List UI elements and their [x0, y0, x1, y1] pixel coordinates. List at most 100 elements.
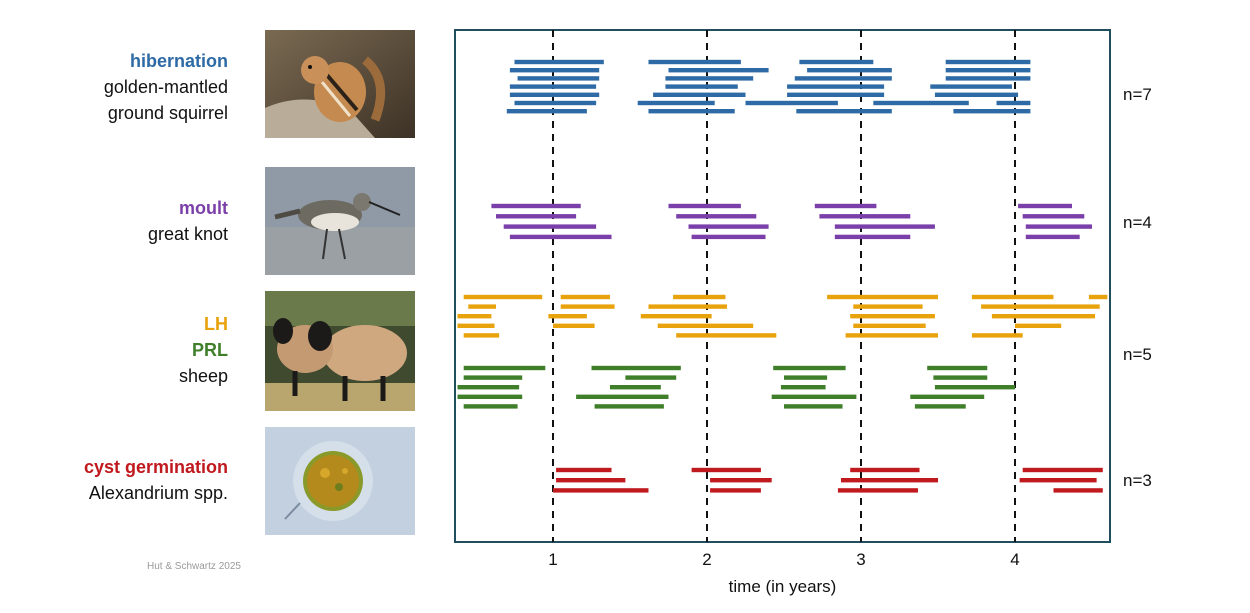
hibernation-interval-bar [648, 109, 735, 114]
hibernation-interval-bar [787, 92, 885, 97]
hibernation-interval-bar [945, 68, 1031, 73]
moult-interval-bar [491, 203, 581, 209]
lh-interval-bar [991, 314, 1096, 319]
lh-interval-bar [850, 314, 935, 319]
x-tick-label: 2 [702, 550, 711, 569]
prl-interval-bar [457, 385, 520, 390]
cyst-germination-interval-bar [850, 467, 920, 473]
prl-interval-bar [591, 365, 681, 371]
hibernation-interval-bar [945, 59, 1031, 65]
species-label: Alexandrium spp. [88, 483, 228, 503]
moult-interval-bar [834, 224, 935, 229]
sheep-photo [265, 291, 415, 411]
cyst-germination-interval-bar [1019, 478, 1097, 483]
moult-interval-bar [509, 234, 612, 240]
prl-interval-bar [576, 394, 669, 399]
moult-interval-bar [688, 224, 769, 229]
lh-interval-bar [457, 314, 492, 319]
lh-interval-bar [657, 323, 754, 328]
lh-interval-bar [468, 304, 497, 309]
process-label-2: PRL [192, 340, 228, 360]
cyst-germination-interval-bar [691, 467, 761, 473]
cyst-germination-interval-bar [553, 488, 649, 493]
prl-interval-bar [625, 375, 677, 380]
lh-interval-bar [971, 333, 1023, 338]
lh-interval-bar [560, 304, 615, 309]
hibernation-interval-bar [668, 68, 769, 73]
hibernation-interval-bar [996, 100, 1031, 106]
hibernation-interval-bar [930, 84, 1012, 89]
moult-interval-bar [1025, 224, 1092, 229]
hibernation-interval-bar [665, 84, 738, 89]
prl-interval-bar [927, 365, 988, 371]
x-tick-label: 1 [548, 550, 557, 569]
prl-interval-bar [784, 404, 843, 409]
hibernation-interval-bar [807, 68, 892, 73]
prl-interval-bar [609, 385, 661, 390]
lh-interval-bar [457, 323, 495, 328]
n-label-cyst: n=3 [1123, 471, 1152, 490]
lh-interval-bar [1088, 294, 1108, 300]
species-label: great knot [147, 224, 228, 244]
moult-interval-bar [676, 214, 757, 219]
lh-interval-bar [640, 314, 712, 319]
hibernation-interval-bar [509, 92, 600, 97]
hibernation-interval-bar [945, 76, 1031, 81]
alexandrium-photo [265, 427, 415, 535]
lh-interval-bar [827, 294, 938, 300]
lh-interval-bar [553, 323, 595, 328]
species-label: ground squirrel [107, 103, 228, 123]
prl-interval-bar [934, 385, 1015, 390]
process-label: LH [204, 314, 228, 334]
prl-interval-bar [463, 365, 546, 371]
cyst-germination-interval-bar [710, 488, 761, 493]
squirrel-photo [265, 30, 415, 138]
hibernation-interval-bar [517, 76, 600, 81]
lh-interval-bar [648, 304, 728, 309]
prl-interval-bar [457, 394, 523, 399]
moult-interval-bar [668, 203, 741, 209]
credit-text: Hut & Schwartz 2025 [147, 561, 241, 572]
prl-interval-bar [463, 404, 518, 409]
x-tick-label: 3 [856, 550, 865, 569]
cyst-germination-interval-bar [837, 488, 918, 493]
process-label: moult [179, 198, 228, 218]
n-label-moult: n=4 [1123, 213, 1152, 232]
lh-interval-bar [673, 294, 726, 300]
lh-interval-bar [463, 294, 543, 300]
n-label-sheep: n=5 [1123, 345, 1152, 364]
hibernation-interval-bar [799, 59, 874, 65]
moult-interval-bar [496, 214, 577, 219]
process-label: hibernation [130, 51, 228, 71]
lh-interval-bar [853, 304, 923, 309]
hibernation-interval-bar [665, 76, 754, 81]
hibernation-interval-bar [653, 92, 746, 97]
species-label: sheep [178, 366, 228, 386]
hibernation-interval-bar [794, 76, 892, 81]
lh-interval-bar [981, 304, 1100, 309]
lh-interval-bar [1015, 323, 1062, 328]
lh-interval-bar [463, 333, 500, 338]
prl-interval-bar [910, 394, 985, 399]
moult-interval-bar [819, 214, 911, 219]
process-label: cyst germination [83, 457, 228, 477]
prl-interval-bar [933, 375, 988, 380]
hibernation-interval-bar [873, 100, 969, 106]
cyst-germination-interval-bar [1022, 467, 1103, 473]
lh-interval-bar [845, 333, 938, 338]
moult-interval-bar [1022, 214, 1085, 219]
hibernation-interval-bar [509, 84, 597, 89]
moult-interval-bar [834, 234, 911, 240]
prl-interval-bar [594, 404, 664, 409]
prl-interval-bar [463, 375, 523, 380]
cyst-germination-interval-bar [556, 478, 626, 483]
lh-interval-bar [676, 333, 777, 338]
hibernation-interval-bar [796, 109, 892, 114]
lh-interval-bar [548, 314, 587, 319]
hibernation-interval-bar [648, 59, 741, 65]
moult-interval-bar [503, 224, 597, 229]
prl-interval-bar [784, 375, 828, 380]
moult-interval-bar [1025, 234, 1080, 240]
cyst-germination-interval-bar [1053, 488, 1103, 493]
moult-interval-bar [814, 203, 877, 209]
